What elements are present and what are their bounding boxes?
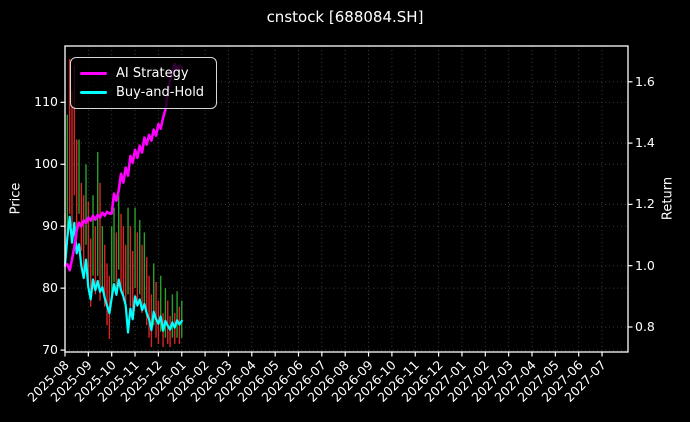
legend-item: Buy-and-Hold <box>80 83 207 102</box>
legend-line-sample <box>80 91 107 94</box>
gridlines <box>64 46 628 352</box>
return-tick-label: 0.8 <box>635 319 655 334</box>
legend-label: Buy-and-Hold <box>116 85 205 100</box>
return-tick-label: 1.2 <box>635 196 655 212</box>
legend-label: AI Strategy <box>116 66 189 81</box>
axes-frame <box>64 45 629 353</box>
price-tick-label: 90 <box>42 218 58 234</box>
price-tick-label: 110 <box>34 94 58 110</box>
chart-title: cnstock [688084.SH] <box>266 8 424 26</box>
legend-line-sample <box>80 72 107 75</box>
return-tick-label: 1.4 <box>635 135 655 151</box>
price-tick-label: 80 <box>42 280 58 296</box>
return-tick-label: 1.0 <box>635 257 655 273</box>
return-tick-label: 1.6 <box>635 73 655 89</box>
series-lines <box>63 62 184 334</box>
price-tick-label: 100 <box>34 156 58 172</box>
price-bars <box>64 58 183 348</box>
legend-item: AI Strategy <box>80 64 207 83</box>
price-tick-label: 70 <box>42 342 58 358</box>
legend: AI Strategy Buy-and-Hold <box>70 57 217 109</box>
tick-marks <box>60 81 633 357</box>
